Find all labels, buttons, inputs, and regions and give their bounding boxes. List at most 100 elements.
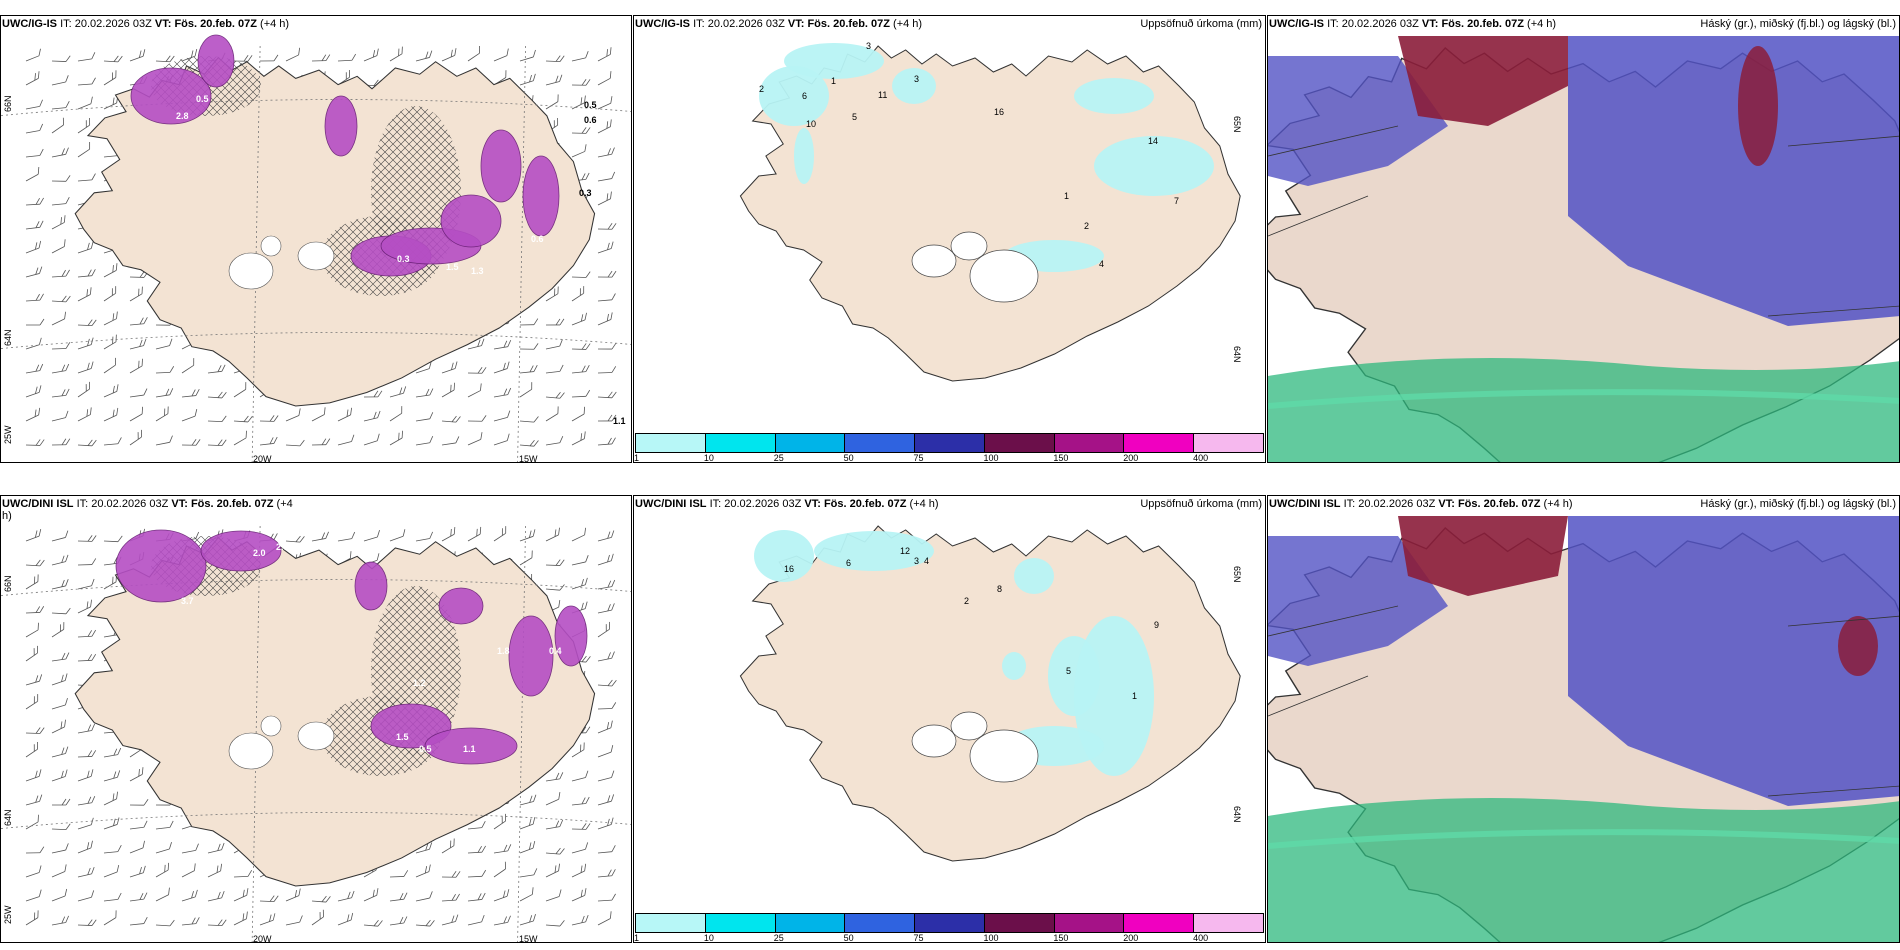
wind-barb-shaft	[51, 394, 66, 398]
wind-barb-flag	[138, 288, 140, 296]
wind-barb-flag	[585, 172, 590, 180]
wind-barb-shaft	[415, 871, 430, 878]
wind-barb-flag	[61, 674, 64, 682]
wind-barb-flag	[140, 429, 142, 438]
wind-barb-shaft	[597, 824, 612, 830]
wind-barb	[155, 338, 173, 350]
wind-barb	[571, 863, 587, 878]
wind-barb	[285, 915, 303, 926]
wind-barb-flag	[89, 287, 92, 295]
value-label: 0.4	[549, 646, 562, 656]
wind-barb-flag	[167, 406, 169, 414]
wind-barb	[129, 865, 146, 878]
wind-barb-flag	[481, 845, 486, 853]
wind-barb-flag	[557, 117, 559, 126]
value-label: 4	[924, 556, 930, 566]
wind-barb-flag	[402, 529, 406, 537]
wind-barb-shaft	[597, 875, 612, 878]
wind-barb-flag	[65, 197, 70, 204]
wind-barb-shaft	[597, 248, 612, 254]
wind-barb	[77, 319, 97, 327]
wind-barb-flag	[141, 286, 143, 294]
wind-barb	[207, 439, 227, 446]
wind-barb-flag	[607, 869, 612, 877]
wind-barb-flag	[90, 599, 92, 607]
wind-barb-flag	[111, 288, 113, 296]
precip-area	[1014, 558, 1054, 594]
wind-barb	[571, 144, 587, 158]
colorbar-label: 1	[634, 453, 640, 463]
wind-barb-flag	[607, 580, 612, 588]
panel-bottom-mid-precip: UWC/DINI ISL IT: 20.02.2026 03Z VT: Fös.…	[633, 495, 1266, 943]
wind-barb-flag	[429, 920, 435, 927]
wind-barb	[545, 339, 563, 350]
wind-barb-flag	[65, 438, 71, 445]
wind-barb-shaft	[25, 612, 41, 614]
wind-barb-flag	[581, 79, 587, 86]
wind-barb-flag	[607, 679, 613, 686]
wind-barb-shaft	[103, 634, 118, 638]
wind-barb	[597, 720, 613, 734]
wind-barb-flag	[65, 554, 69, 562]
snow-blob	[480, 129, 522, 203]
wind-barb-flag	[191, 890, 194, 899]
colorbar-swatch	[915, 914, 985, 932]
wind-barb-flag	[38, 769, 42, 777]
wind-barb-flag	[611, 530, 615, 538]
wind-barb	[259, 415, 279, 422]
wind-barb-flag	[585, 271, 591, 278]
wind-barb-flag	[89, 117, 91, 126]
wind-barb-flag	[112, 793, 115, 801]
wind-barb	[25, 741, 39, 758]
colorbar-swatch	[705, 914, 776, 932]
wind-barb-flag	[479, 45, 481, 54]
wind-barb-flag	[87, 269, 92, 277]
wind-barb-shaft	[25, 273, 40, 278]
wind-barb-shaft	[493, 850, 508, 854]
wind-barb-flag	[501, 816, 503, 824]
wind-barb-flag	[35, 221, 40, 228]
colorbar-swatch	[845, 434, 916, 452]
wind-barb-flag	[532, 529, 536, 537]
wind-barb	[77, 241, 94, 254]
wind-barb-flag	[35, 727, 41, 734]
wind-barb	[25, 99, 43, 110]
wind-barb-flag	[429, 531, 434, 539]
wind-barb	[415, 919, 435, 927]
wind-barb	[77, 890, 95, 902]
wind-barb-flag	[38, 865, 42, 873]
wind-barb-flag	[319, 912, 321, 920]
wind-barb-flag	[113, 748, 118, 756]
wind-barb	[597, 391, 617, 399]
precip-area	[1094, 136, 1214, 196]
wind-barb-shaft	[519, 894, 533, 902]
wind-barb	[597, 119, 612, 134]
wind-barb-shaft	[259, 900, 275, 903]
colorbar-label: 200	[1123, 453, 1139, 463]
value-label: 3	[914, 74, 920, 84]
wind-barb-shaft	[181, 415, 196, 422]
wind-barb-flag	[347, 891, 351, 899]
wind-barb-shaft	[25, 173, 39, 182]
wind-barb-shaft	[493, 868, 506, 878]
wind-barb-flag	[611, 869, 616, 876]
wind-barb-flag	[610, 96, 613, 104]
wind-barb	[233, 888, 249, 902]
wind-barb-flag	[167, 862, 170, 871]
lat-label: 65N	[1232, 566, 1243, 583]
snow-blob	[522, 155, 560, 237]
wind-barb-flag	[607, 270, 613, 278]
wind-barb	[25, 48, 41, 62]
wind-barb-shaft	[25, 732, 41, 734]
mid-cloud-area	[1738, 46, 1778, 166]
wind-barb-flag	[221, 439, 227, 446]
wind-barb	[285, 535, 305, 543]
wind-barb	[129, 406, 144, 422]
wind-barb-flag	[217, 439, 223, 446]
wind-barb	[415, 50, 433, 62]
wind-barb-flag	[373, 390, 379, 398]
wind-barb-shaft	[441, 54, 455, 62]
wind-barb-flag	[451, 415, 457, 423]
wind-barb-shaft	[207, 420, 223, 423]
wind-barb-flag	[581, 823, 587, 830]
